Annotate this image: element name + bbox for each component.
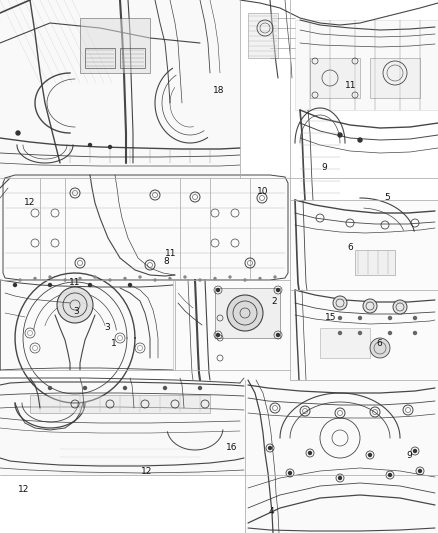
Circle shape xyxy=(199,279,201,281)
Circle shape xyxy=(109,146,112,149)
Bar xyxy=(320,328,370,358)
Circle shape xyxy=(34,278,36,279)
Circle shape xyxy=(259,278,261,279)
Text: 12: 12 xyxy=(24,198,35,207)
Circle shape xyxy=(368,454,371,456)
Circle shape xyxy=(184,276,186,278)
Text: 11: 11 xyxy=(69,278,80,287)
Text: 8: 8 xyxy=(163,257,170,265)
Bar xyxy=(355,250,395,275)
Bar xyxy=(120,48,145,68)
Circle shape xyxy=(124,386,127,390)
Text: 16: 16 xyxy=(226,443,238,452)
Circle shape xyxy=(88,143,92,147)
Bar xyxy=(85,48,115,68)
Circle shape xyxy=(214,278,216,279)
Bar xyxy=(0,280,175,370)
Text: 6: 6 xyxy=(376,340,382,348)
Circle shape xyxy=(84,386,86,390)
Circle shape xyxy=(14,284,17,287)
Circle shape xyxy=(363,299,377,313)
Bar xyxy=(0,0,240,178)
Circle shape xyxy=(244,279,246,281)
Circle shape xyxy=(389,332,392,335)
Circle shape xyxy=(289,472,292,474)
Circle shape xyxy=(338,133,342,137)
Circle shape xyxy=(389,473,392,477)
Circle shape xyxy=(276,334,279,336)
Circle shape xyxy=(139,276,141,278)
Circle shape xyxy=(393,300,407,314)
Circle shape xyxy=(358,317,361,319)
Bar xyxy=(0,175,290,280)
Bar xyxy=(290,200,438,290)
Circle shape xyxy=(169,278,171,279)
Circle shape xyxy=(128,284,131,287)
Text: 12: 12 xyxy=(141,467,152,476)
Bar xyxy=(0,380,245,475)
Text: 9: 9 xyxy=(406,451,413,460)
Bar xyxy=(175,280,290,380)
Circle shape xyxy=(308,451,311,455)
Circle shape xyxy=(49,386,52,390)
Bar xyxy=(80,18,150,73)
Text: 5: 5 xyxy=(385,193,391,201)
Text: 9: 9 xyxy=(321,164,327,172)
Circle shape xyxy=(163,386,166,390)
Text: 11: 11 xyxy=(165,249,177,257)
Circle shape xyxy=(276,288,279,292)
Circle shape xyxy=(333,296,347,310)
Bar xyxy=(295,20,438,110)
Text: 15: 15 xyxy=(325,313,336,321)
Circle shape xyxy=(413,332,417,335)
Bar xyxy=(290,290,438,380)
Circle shape xyxy=(16,131,20,135)
Bar xyxy=(215,288,280,338)
Text: 18: 18 xyxy=(213,86,225,95)
Circle shape xyxy=(358,332,361,335)
Bar xyxy=(245,380,438,533)
Circle shape xyxy=(268,447,272,449)
Text: 3: 3 xyxy=(74,308,80,316)
Text: 10: 10 xyxy=(257,188,268,196)
Text: 11: 11 xyxy=(345,81,356,90)
Circle shape xyxy=(64,279,66,281)
Text: 12: 12 xyxy=(18,485,30,494)
Circle shape xyxy=(413,449,417,453)
Text: 4: 4 xyxy=(269,507,274,516)
Bar xyxy=(248,13,278,58)
Circle shape xyxy=(274,276,276,278)
Circle shape xyxy=(339,477,342,480)
Circle shape xyxy=(57,287,93,323)
Circle shape xyxy=(154,279,156,281)
Circle shape xyxy=(94,276,96,278)
Bar xyxy=(310,58,360,98)
Circle shape xyxy=(88,284,92,287)
Circle shape xyxy=(339,332,342,335)
Circle shape xyxy=(413,317,417,319)
Circle shape xyxy=(418,470,421,472)
Circle shape xyxy=(370,338,390,358)
Text: 3: 3 xyxy=(104,324,110,332)
Circle shape xyxy=(49,284,52,287)
Circle shape xyxy=(216,334,219,336)
Text: 1: 1 xyxy=(111,340,117,348)
Bar xyxy=(370,58,420,98)
Text: 6: 6 xyxy=(347,244,353,252)
Circle shape xyxy=(339,317,342,319)
Circle shape xyxy=(227,295,263,331)
Circle shape xyxy=(19,279,21,281)
Circle shape xyxy=(229,276,231,278)
Circle shape xyxy=(216,288,219,292)
Circle shape xyxy=(198,386,201,390)
Text: 2: 2 xyxy=(271,297,276,305)
Bar xyxy=(30,395,210,413)
Circle shape xyxy=(79,278,81,279)
Circle shape xyxy=(124,278,126,279)
Circle shape xyxy=(109,279,111,281)
Circle shape xyxy=(358,138,362,142)
Circle shape xyxy=(389,317,392,319)
Circle shape xyxy=(49,276,51,278)
